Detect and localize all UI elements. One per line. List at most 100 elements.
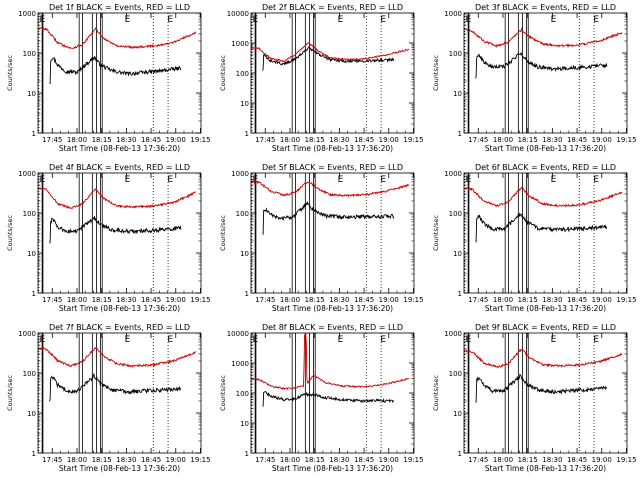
- plot-frame: [463, 172, 628, 294]
- lld-series-line: [250, 179, 410, 198]
- x-tick-label: 19:15: [190, 136, 210, 144]
- plot-frame: [250, 12, 415, 134]
- y-tick-label: 1: [458, 130, 462, 138]
- lld-series-line: [37, 187, 196, 210]
- x-tick-label: 18:00: [67, 136, 87, 144]
- panel-title: Det 4f BLACK = Events, RED = LLD: [49, 163, 190, 172]
- x-tick-label: 18:45: [354, 296, 374, 304]
- x-tick-label: 18:30: [116, 136, 136, 144]
- x-tick-label: 18:45: [141, 136, 161, 144]
- x-tick-label: 18:30: [329, 136, 349, 144]
- x-tick-label: 18:30: [542, 296, 562, 304]
- x-tick-label: 18:30: [542, 136, 562, 144]
- y-tick-label: 1: [245, 130, 249, 138]
- flag-label: E: [40, 335, 46, 345]
- x-tick-label: 19:00: [379, 136, 399, 144]
- x-tick-label: 19:15: [616, 136, 636, 144]
- y-axis-label: Counts/sec: [219, 55, 227, 91]
- y-tick-label: 1000: [18, 170, 36, 178]
- x-axis-label: Start Time (08-Feb-13 17:36:20): [485, 304, 606, 313]
- y-tick-label: 1000: [444, 10, 462, 18]
- x-tick-label: 18:45: [354, 456, 374, 464]
- flag-label: E: [253, 15, 259, 25]
- x-tick-label: 19:00: [592, 136, 612, 144]
- y-tick-label: 10: [240, 100, 249, 108]
- x-axis-label: Start Time (08-Feb-13 17:36:20): [59, 304, 180, 313]
- y-tick-label: 10: [453, 410, 462, 418]
- y-tick-label: 100: [23, 50, 36, 58]
- plot-frame: [250, 172, 415, 294]
- y-tick-label: 1000: [444, 330, 462, 338]
- flag-label: E: [380, 175, 386, 185]
- x-tick-label: 18:15: [305, 296, 325, 304]
- x-tick-label: 18:00: [493, 456, 513, 464]
- x-tick-label: 18:15: [518, 296, 538, 304]
- y-axis-label: Counts/sec: [432, 215, 440, 251]
- x-tick-label: 18:00: [67, 456, 87, 464]
- x-tick-label: 18:00: [280, 456, 300, 464]
- y-tick-label: 10: [240, 420, 249, 428]
- x-tick-label: 19:15: [616, 456, 636, 464]
- events-series-line: [475, 212, 608, 243]
- y-tick-label: 1000: [231, 170, 249, 178]
- events-series-line: [475, 51, 608, 79]
- x-tick-label: 19:15: [190, 456, 210, 464]
- x-tick-label: 17:45: [468, 456, 488, 464]
- x-tick-label: 19:00: [379, 296, 399, 304]
- x-tick-label: 17:45: [255, 136, 275, 144]
- y-axis-label: Counts/sec: [432, 55, 440, 91]
- events-series-line: [262, 390, 394, 407]
- lld-series-line: [463, 348, 623, 369]
- plot-frame: [463, 332, 628, 454]
- x-tick-label: 19:15: [403, 136, 423, 144]
- x-tick-label: 17:45: [468, 136, 488, 144]
- events-series-line: [475, 373, 608, 403]
- panel-title: Det 1f BLACK = Events, RED = LLD: [49, 3, 190, 12]
- x-tick-label: 18:15: [305, 136, 325, 144]
- flag-label: E: [253, 175, 259, 185]
- events-series-line: [49, 55, 182, 85]
- panel-title: Det 9f BLACK = Events, RED = LLD: [475, 323, 616, 332]
- plot-frame: [250, 332, 415, 454]
- lld-series-line: [250, 332, 410, 391]
- y-tick-label: 1000: [444, 170, 462, 178]
- panel-title: Det 7f BLACK = Events, RED = LLD: [49, 323, 190, 332]
- panel-title: Det 5f BLACK = Events, RED = LLD: [262, 163, 403, 172]
- x-tick-label: 17:45: [255, 296, 275, 304]
- x-tick-label: 17:45: [42, 296, 62, 304]
- events-series-line: [49, 372, 182, 402]
- y-tick-label: 10: [240, 250, 249, 258]
- x-axis-label: Start Time (08-Feb-13 17:36:20): [59, 144, 180, 153]
- flag-label: E: [466, 175, 472, 185]
- x-tick-label: 18:45: [354, 136, 374, 144]
- y-tick-label: 10000: [227, 330, 249, 338]
- plot-frame: [37, 12, 202, 134]
- y-axis-label: Counts/sec: [6, 55, 14, 91]
- y-axis-label: Counts/sec: [432, 375, 440, 411]
- x-tick-label: 19:00: [379, 456, 399, 464]
- x-tick-label: 18:00: [493, 296, 513, 304]
- x-tick-label: 19:00: [166, 456, 186, 464]
- x-tick-label: 19:00: [592, 456, 612, 464]
- x-tick-label: 18:15: [92, 456, 112, 464]
- x-tick-label: 18:00: [67, 296, 87, 304]
- x-tick-label: 18:00: [493, 136, 513, 144]
- x-tick-label: 19:15: [616, 296, 636, 304]
- y-tick-label: 10: [27, 90, 36, 98]
- y-axis-label: Counts/sec: [219, 215, 227, 251]
- events-series-line: [262, 200, 395, 235]
- x-tick-label: 18:45: [567, 296, 587, 304]
- x-axis-label: Start Time (08-Feb-13 17:36:20): [485, 144, 606, 153]
- y-tick-label: 100: [23, 210, 36, 218]
- y-axis-label: Counts/sec: [6, 215, 14, 251]
- flag-label: E: [167, 175, 173, 185]
- x-tick-label: 19:15: [403, 296, 423, 304]
- events-series-line: [49, 216, 182, 244]
- y-tick-label: 1000: [231, 360, 249, 368]
